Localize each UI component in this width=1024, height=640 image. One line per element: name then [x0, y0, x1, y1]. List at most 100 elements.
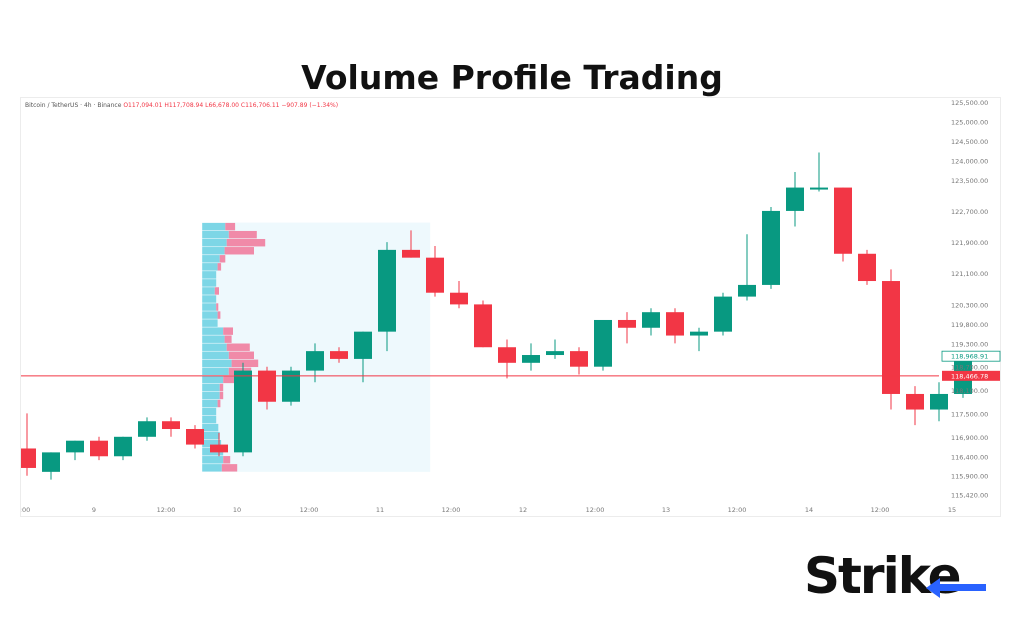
y-axis-tick-label: 118,700.00 — [951, 364, 988, 372]
logo-text-main: Stri — [804, 547, 900, 605]
volume-profile-bar-up — [202, 295, 217, 303]
y-axis-tick-label: 117,500.00 — [951, 410, 988, 418]
candle-body-up — [930, 393, 948, 410]
volume-profile-bar-up — [202, 263, 218, 271]
candle-body-down — [618, 319, 636, 328]
x-axis-tick-label: 15 — [948, 506, 956, 514]
y-axis-tick-label: 119,800.00 — [951, 321, 988, 329]
volume-profile-bar-down — [214, 287, 219, 295]
candle-body-up — [114, 436, 132, 457]
volume-profile-bar-up — [202, 351, 229, 359]
volume-profile-bar-up — [202, 230, 229, 239]
candle-body-down — [90, 440, 108, 457]
candle-body-up — [762, 210, 780, 285]
candle-body-up — [354, 331, 372, 359]
candle-body-down — [450, 292, 468, 305]
x-axis-tick-label: 12:00 — [586, 506, 605, 514]
x-axis-tick-label: 12:00 — [157, 506, 176, 514]
volume-profile-bar-up — [202, 415, 217, 424]
volume-profile-bar-down — [231, 359, 259, 368]
price-label-last: 118,968.91 — [951, 353, 988, 361]
y-axis-tick-label: 121,100.00 — [951, 270, 988, 278]
volume-profile-bar-up — [202, 238, 227, 247]
symbol-info-line: Bitcoin / TetherUS · 4h · Binance O117,0… — [25, 102, 338, 109]
candle-body-down — [666, 312, 684, 336]
candlestick-chart[interactable]: 125,500.00 125,000.00 124,500.00 124,000.00… — [21, 98, 1002, 518]
x-axis-tick-label: 12:00 — [728, 506, 747, 514]
candle-body-up — [306, 351, 324, 371]
volume-profile-bar-up — [202, 343, 227, 351]
candle-body-down — [906, 393, 924, 410]
price-label-box-current — [942, 370, 1000, 381]
ohlc-change: −907.89 (−1.34%) — [281, 102, 339, 109]
ohlc-open: O117,094.01 — [123, 102, 163, 109]
volume-profile-bar-down — [228, 351, 254, 359]
candle-body-down — [186, 429, 204, 445]
strike-logo: Strike — [804, 546, 989, 606]
x-axis-tick-label: 10 — [233, 506, 241, 514]
candle-body-down — [834, 187, 852, 254]
price-label-current: 118,466.78 — [951, 372, 988, 380]
symbol-name: Bitcoin / TetherUS · 4h · Binance — [25, 102, 122, 109]
volume-profile-bar-up — [202, 367, 229, 376]
candle-body-up — [594, 319, 612, 367]
volume-profile-bar-up — [202, 464, 222, 472]
volume-profile-bar-down — [228, 230, 257, 239]
y-axis-tick-label: 123,500.00 — [951, 177, 988, 185]
volume-profile-bar-up — [202, 247, 225, 255]
candle-body-up — [546, 351, 564, 356]
x-axis-tick-label: 13 — [662, 506, 670, 514]
volume-profile-bar-up — [202, 456, 224, 464]
x-axis-tick-label: 12 — [519, 506, 527, 514]
y-axis-tick-label: 124,000.00 — [951, 157, 988, 165]
candle-body-up — [786, 187, 804, 211]
candle-body-up — [522, 355, 540, 363]
volume-profile-bar-up — [202, 439, 222, 448]
candle-body-down — [426, 257, 444, 293]
y-axis-tick-label: 120,300.00 — [951, 301, 988, 309]
volume-profile-bar-down — [223, 327, 233, 335]
ohlc-low: L66,678.00 — [205, 102, 239, 109]
volume-profile-bar-down — [219, 383, 224, 392]
volume-profile-bar-up — [202, 335, 225, 343]
volume-profile-bar-down — [217, 399, 221, 408]
x-axis-tick-label: 12:00 — [442, 506, 461, 514]
candle-body-down — [210, 444, 228, 453]
volume-profile-bar-up — [202, 359, 232, 368]
volume-profile-bar-up — [202, 222, 226, 231]
volume-profile-bar-down — [217, 263, 222, 271]
x-axis-tick-label: 9 — [92, 506, 96, 514]
y-axis-tick-label: 125,000.00 — [951, 118, 988, 126]
volume-profile-bar-up — [202, 431, 220, 440]
volume-profile-bar-down — [221, 464, 238, 472]
candle-body-down — [882, 281, 900, 394]
candle-body-up — [810, 187, 828, 190]
candle-body-down — [258, 370, 276, 402]
volume-profile-bar-up — [202, 255, 220, 263]
x-axis-tick-label: :00 — [21, 506, 30, 514]
candle-body-up — [714, 296, 732, 332]
x-axis-tick-label: 12:00 — [300, 506, 319, 514]
volume-profile-bar-down — [224, 247, 254, 255]
candle-body-down — [474, 304, 492, 348]
logo-arrow-icon — [926, 578, 940, 598]
volume-profile-bar-down — [224, 335, 232, 343]
y-axis-tick-label: 118,100.00 — [951, 387, 988, 395]
volume-profile-bar-up — [202, 423, 219, 432]
volume-profile-bar-up — [202, 391, 220, 400]
volume-profile-bar-down — [219, 255, 226, 263]
volume-profile-bar-up — [202, 303, 217, 311]
candle-body-up — [234, 370, 252, 453]
volume-profile-bar-up — [202, 327, 224, 335]
volume-profile-bar-down — [223, 375, 236, 384]
volume-profile-bar-up — [202, 287, 215, 295]
y-axis-tick-label: 125,500.00 — [951, 99, 988, 107]
volume-profile-bar-up — [202, 279, 217, 287]
volume-profile-bar-down — [219, 391, 224, 400]
candle-body-up — [690, 331, 708, 336]
candle-body-down — [570, 351, 588, 367]
x-axis-tick-label: 12:00 — [871, 506, 890, 514]
volume-profile-bar-down — [216, 303, 219, 311]
candle-body-down — [498, 347, 516, 363]
volume-profile-bar-up — [202, 407, 217, 416]
